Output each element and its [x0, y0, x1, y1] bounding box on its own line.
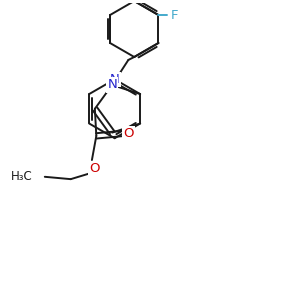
Text: O: O [124, 127, 134, 140]
Text: H₃C: H₃C [11, 170, 32, 183]
Text: O: O [89, 162, 100, 175]
Text: N: N [107, 79, 117, 92]
Text: N: N [110, 73, 119, 86]
Text: F: F [171, 8, 178, 22]
